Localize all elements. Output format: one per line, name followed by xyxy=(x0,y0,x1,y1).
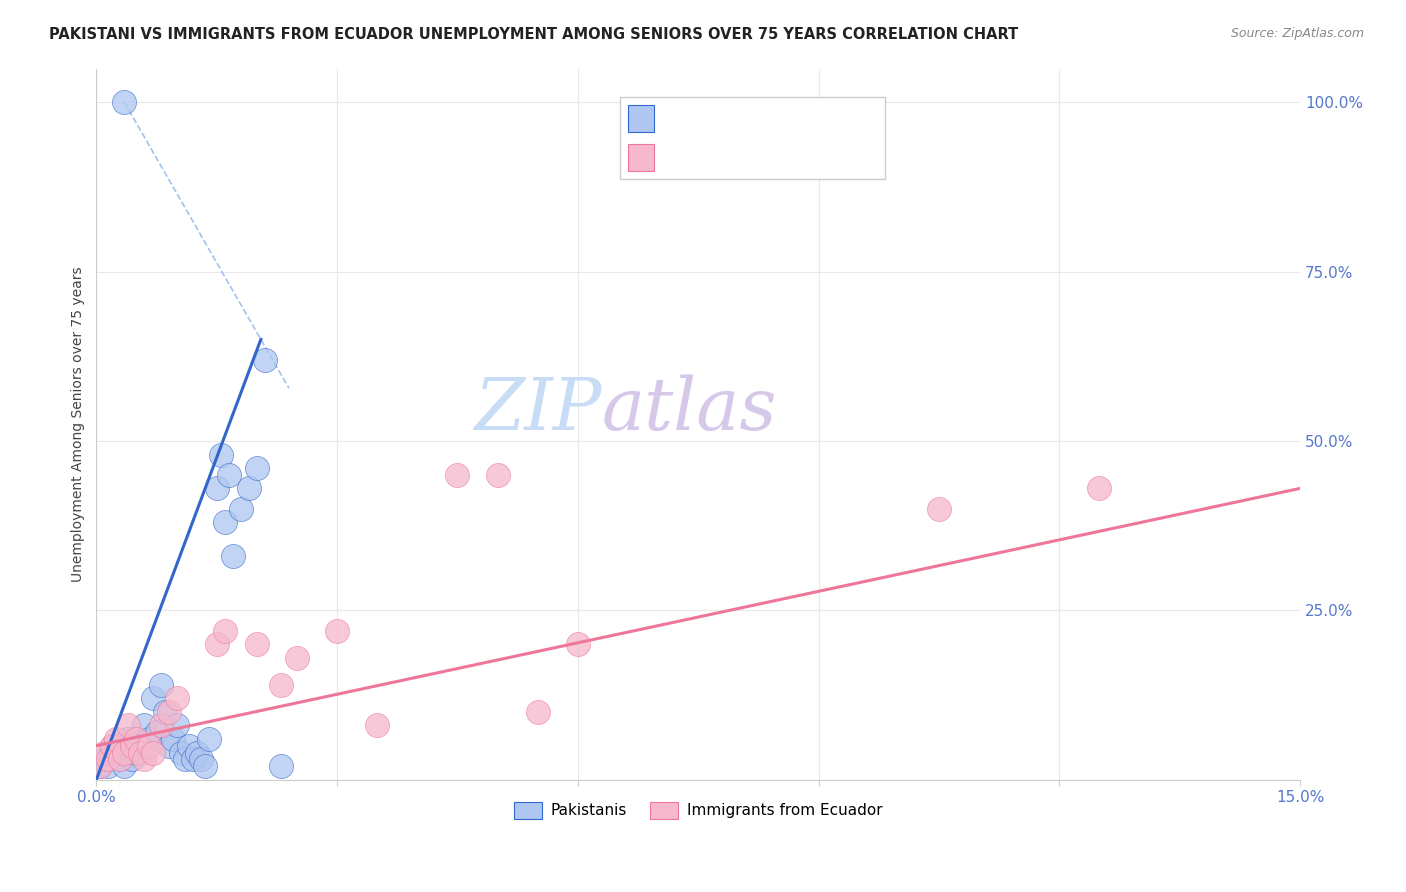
Point xyxy=(166,691,188,706)
Point xyxy=(89,759,111,773)
Legend: Pakistanis, Immigrants from Ecuador: Pakistanis, Immigrants from Ecuador xyxy=(508,796,889,825)
Point xyxy=(114,746,136,760)
Point xyxy=(186,746,208,760)
Point xyxy=(162,731,184,746)
Point xyxy=(218,467,240,482)
Y-axis label: Unemployment Among Seniors over 75 years: Unemployment Among Seniors over 75 years xyxy=(72,266,86,582)
Point xyxy=(93,752,115,766)
Point xyxy=(285,650,308,665)
Point xyxy=(253,352,276,367)
Point xyxy=(214,624,236,638)
Point xyxy=(270,678,292,692)
Point xyxy=(205,482,228,496)
Point xyxy=(366,718,388,732)
Point xyxy=(229,501,252,516)
Point xyxy=(446,467,468,482)
Text: Source: ZipAtlas.com: Source: ZipAtlas.com xyxy=(1230,27,1364,40)
Point xyxy=(121,752,143,766)
Point xyxy=(209,448,232,462)
Point xyxy=(117,718,139,732)
Point xyxy=(149,678,172,692)
Point xyxy=(222,549,245,563)
Point xyxy=(138,731,160,746)
Point xyxy=(138,739,160,753)
Point xyxy=(238,482,260,496)
Point xyxy=(110,752,132,766)
Point xyxy=(326,624,349,638)
Point xyxy=(169,746,191,760)
Point xyxy=(173,752,195,766)
Point xyxy=(928,501,950,516)
Point xyxy=(114,759,136,773)
Point xyxy=(129,739,152,753)
Point xyxy=(270,759,292,773)
Point xyxy=(125,746,148,760)
Point xyxy=(97,759,120,773)
Point xyxy=(129,746,152,760)
Point xyxy=(101,739,124,753)
Point xyxy=(134,752,156,766)
Point xyxy=(194,759,217,773)
Point xyxy=(205,637,228,651)
Point xyxy=(246,637,269,651)
Point xyxy=(177,739,200,753)
Point xyxy=(197,731,219,746)
Point xyxy=(125,731,148,746)
Point xyxy=(145,725,167,739)
Point xyxy=(153,705,176,719)
Point xyxy=(181,752,204,766)
Point xyxy=(214,515,236,529)
Point xyxy=(89,759,111,773)
Point xyxy=(141,746,163,760)
Point xyxy=(166,718,188,732)
Point xyxy=(117,731,139,746)
Point xyxy=(105,731,128,746)
Point xyxy=(526,705,548,719)
Point xyxy=(114,95,136,110)
Point xyxy=(93,746,115,760)
Point xyxy=(101,739,124,753)
Point xyxy=(121,739,143,753)
Point xyxy=(486,467,509,482)
Text: PAKISTANI VS IMMIGRANTS FROM ECUADOR UNEMPLOYMENT AMONG SENIORS OVER 75 YEARS CO: PAKISTANI VS IMMIGRANTS FROM ECUADOR UNE… xyxy=(49,27,1018,42)
Text: ZIP: ZIP xyxy=(474,375,602,445)
Point xyxy=(1088,482,1111,496)
Point xyxy=(110,752,132,766)
Point xyxy=(190,752,212,766)
Point xyxy=(157,739,180,753)
Point xyxy=(105,746,128,760)
Point xyxy=(134,718,156,732)
Point xyxy=(141,691,163,706)
Point xyxy=(157,705,180,719)
Point xyxy=(246,461,269,475)
Point xyxy=(149,718,172,732)
Point xyxy=(567,637,589,651)
Point xyxy=(97,752,120,766)
Text: atlas: atlas xyxy=(602,375,778,445)
